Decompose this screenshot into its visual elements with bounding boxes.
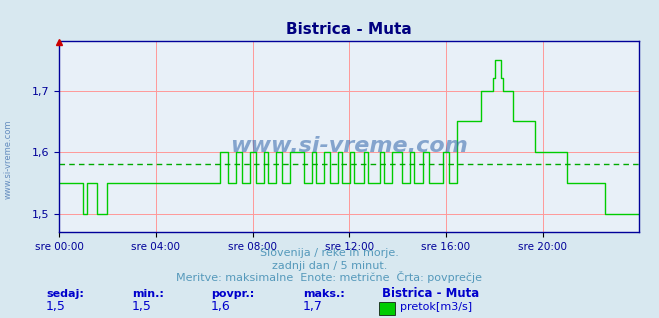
Text: povpr.:: povpr.: xyxy=(211,289,254,299)
Text: Meritve: maksimalne  Enote: metrične  Črta: povprečje: Meritve: maksimalne Enote: metrične Črta… xyxy=(177,272,482,283)
Text: www.si-vreme.com: www.si-vreme.com xyxy=(231,136,468,156)
Text: 1,7: 1,7 xyxy=(303,300,323,313)
Text: 1,5: 1,5 xyxy=(46,300,66,313)
Text: maks.:: maks.: xyxy=(303,289,345,299)
Text: Bistrica - Muta: Bistrica - Muta xyxy=(382,287,480,300)
Text: www.si-vreme.com: www.si-vreme.com xyxy=(3,119,13,199)
Text: pretok[m3/s]: pretok[m3/s] xyxy=(400,302,472,312)
Text: 1,5: 1,5 xyxy=(132,300,152,313)
Text: sedaj:: sedaj: xyxy=(46,289,84,299)
Text: min.:: min.: xyxy=(132,289,163,299)
Title: Bistrica - Muta: Bistrica - Muta xyxy=(287,22,412,38)
Text: zadnji dan / 5 minut.: zadnji dan / 5 minut. xyxy=(272,261,387,271)
Text: Slovenija / reke in morje.: Slovenija / reke in morje. xyxy=(260,248,399,258)
Text: 1,6: 1,6 xyxy=(211,300,231,313)
